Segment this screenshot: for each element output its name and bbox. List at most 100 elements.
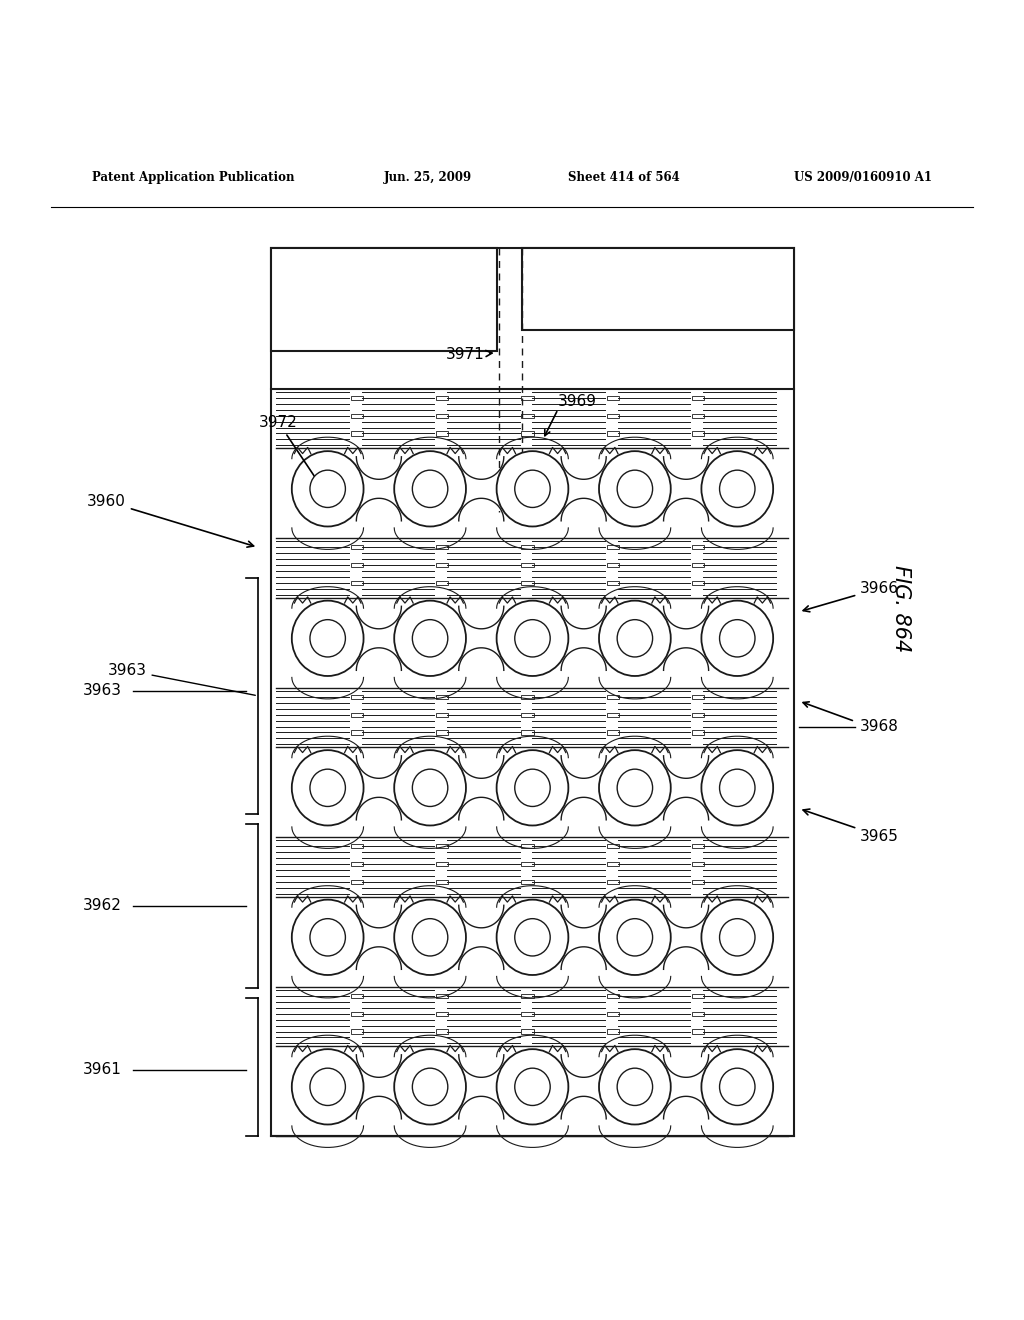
Ellipse shape [497, 750, 568, 825]
Ellipse shape [720, 470, 755, 507]
Bar [436, 880, 449, 884]
Ellipse shape [292, 900, 364, 975]
Bar [606, 994, 618, 998]
Bar [521, 994, 534, 998]
Ellipse shape [599, 1049, 671, 1125]
Bar [692, 545, 705, 549]
Bar [692, 694, 705, 698]
Bar [692, 432, 705, 436]
Bar [692, 1011, 705, 1015]
Bar [692, 862, 705, 866]
Bar [436, 730, 449, 734]
Ellipse shape [617, 770, 652, 807]
Bar [436, 396, 449, 400]
Bar [692, 581, 705, 585]
Text: 3965: 3965 [803, 809, 899, 843]
Ellipse shape [617, 470, 652, 507]
Bar [436, 1030, 449, 1034]
Bar [606, 694, 618, 698]
Ellipse shape [413, 919, 447, 956]
Bar [521, 843, 534, 849]
Ellipse shape [515, 1068, 550, 1105]
Ellipse shape [497, 451, 568, 527]
Bar [521, 1011, 534, 1015]
Ellipse shape [497, 601, 568, 676]
Bar [692, 413, 705, 417]
Bar [436, 694, 449, 698]
Bar [692, 843, 705, 849]
Ellipse shape [617, 919, 652, 956]
Bar [521, 1030, 534, 1034]
Bar [521, 862, 534, 866]
Bar [350, 880, 362, 884]
Ellipse shape [394, 1049, 466, 1125]
Ellipse shape [310, 919, 345, 956]
Bar [521, 413, 534, 417]
Bar [521, 880, 534, 884]
Bar [521, 564, 534, 568]
Bar [436, 862, 449, 866]
Text: 3972: 3972 [259, 414, 325, 492]
Text: 3963: 3963 [83, 684, 122, 698]
Bar [436, 432, 449, 436]
Text: Jun. 25, 2009: Jun. 25, 2009 [384, 170, 472, 183]
Polygon shape [522, 248, 794, 330]
Text: FIG. 864: FIG. 864 [891, 565, 911, 652]
Ellipse shape [394, 451, 466, 527]
Ellipse shape [720, 1068, 755, 1105]
Bar [692, 730, 705, 734]
Ellipse shape [497, 900, 568, 975]
Bar [436, 1011, 449, 1015]
Bar [606, 1011, 618, 1015]
Ellipse shape [292, 1049, 364, 1125]
Ellipse shape [515, 919, 550, 956]
Bar [692, 713, 705, 717]
Text: 3966: 3966 [803, 581, 899, 611]
Bar [521, 396, 534, 400]
Bar [606, 564, 618, 568]
Bar [606, 1030, 618, 1034]
Bar [350, 581, 362, 585]
Bar [436, 994, 449, 998]
Ellipse shape [701, 451, 773, 527]
Ellipse shape [617, 1068, 652, 1105]
Bar [692, 1030, 705, 1034]
Ellipse shape [310, 619, 345, 657]
Bar [350, 396, 362, 400]
Bar [436, 413, 449, 417]
Bar [350, 843, 362, 849]
Ellipse shape [701, 601, 773, 676]
Bar [606, 730, 618, 734]
Ellipse shape [413, 470, 447, 507]
Ellipse shape [394, 900, 466, 975]
Bar [436, 843, 449, 849]
Bar [521, 581, 534, 585]
Bar [692, 994, 705, 998]
Bar [606, 713, 618, 717]
Ellipse shape [292, 451, 364, 527]
Bar [350, 413, 362, 417]
Ellipse shape [292, 601, 364, 676]
Ellipse shape [599, 750, 671, 825]
Text: 3968: 3968 [860, 719, 899, 734]
Ellipse shape [599, 451, 671, 527]
Bar [436, 545, 449, 549]
Ellipse shape [394, 601, 466, 676]
Ellipse shape [599, 900, 671, 975]
Bar [521, 432, 534, 436]
Text: Patent Application Publication: Patent Application Publication [92, 170, 295, 183]
Ellipse shape [413, 770, 447, 807]
Bar [350, 730, 362, 734]
Ellipse shape [720, 770, 755, 807]
Bar [350, 432, 362, 436]
Ellipse shape [720, 919, 755, 956]
Ellipse shape [394, 750, 466, 825]
Text: 3961: 3961 [83, 1063, 122, 1077]
Text: 3960: 3960 [87, 494, 254, 548]
Ellipse shape [701, 750, 773, 825]
Bar [692, 564, 705, 568]
Bar [606, 545, 618, 549]
Ellipse shape [310, 770, 345, 807]
Bar [350, 564, 362, 568]
Polygon shape [271, 248, 497, 351]
